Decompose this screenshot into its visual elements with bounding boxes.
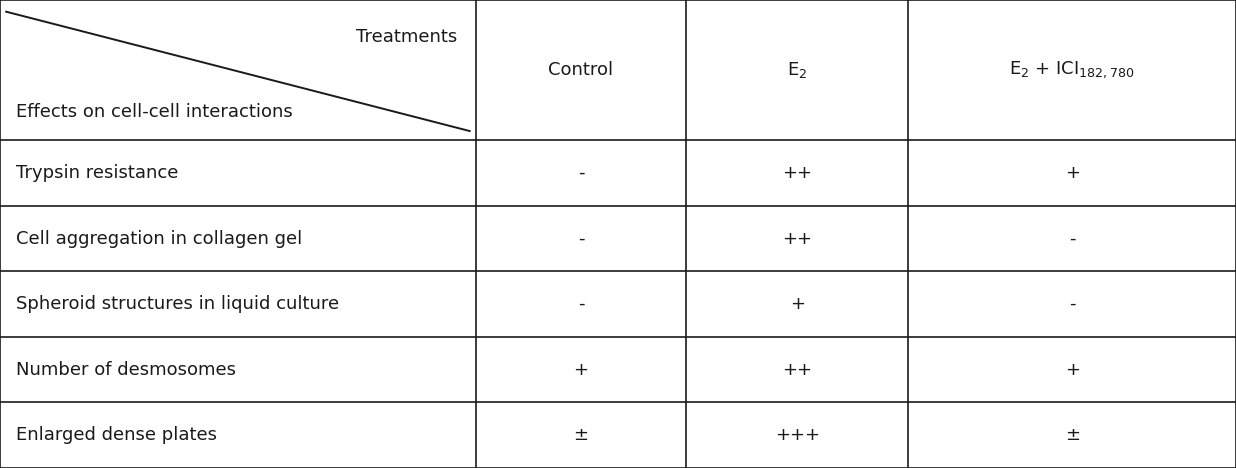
Text: ++: ++ — [782, 230, 812, 248]
Text: +++: +++ — [775, 426, 819, 444]
Text: ±: ± — [1064, 426, 1080, 444]
Text: E$_2$ + ICI$_{182,780}$: E$_2$ + ICI$_{182,780}$ — [1010, 60, 1135, 80]
Text: -: - — [577, 230, 585, 248]
Text: Trypsin resistance: Trypsin resistance — [16, 164, 178, 182]
Text: +: + — [1064, 164, 1080, 182]
Text: Effects on cell-cell interactions: Effects on cell-cell interactions — [16, 103, 293, 121]
Text: -: - — [577, 295, 585, 313]
Text: ±: ± — [574, 426, 588, 444]
Text: Spheroid structures in liquid culture: Spheroid structures in liquid culture — [16, 295, 339, 313]
Text: ++: ++ — [782, 164, 812, 182]
Text: Enlarged dense plates: Enlarged dense plates — [16, 426, 218, 444]
Text: Cell aggregation in collagen gel: Cell aggregation in collagen gel — [16, 230, 303, 248]
Text: -: - — [1069, 230, 1075, 248]
Text: -: - — [577, 164, 585, 182]
Text: +: + — [1064, 361, 1080, 379]
Text: E$_2$: E$_2$ — [787, 60, 807, 80]
Text: Number of desmosomes: Number of desmosomes — [16, 361, 236, 379]
Text: +: + — [574, 361, 588, 379]
Text: ++: ++ — [782, 361, 812, 379]
Text: +: + — [790, 295, 805, 313]
Text: Control: Control — [549, 61, 613, 79]
Text: Treatments: Treatments — [356, 29, 457, 46]
Text: -: - — [1069, 295, 1075, 313]
